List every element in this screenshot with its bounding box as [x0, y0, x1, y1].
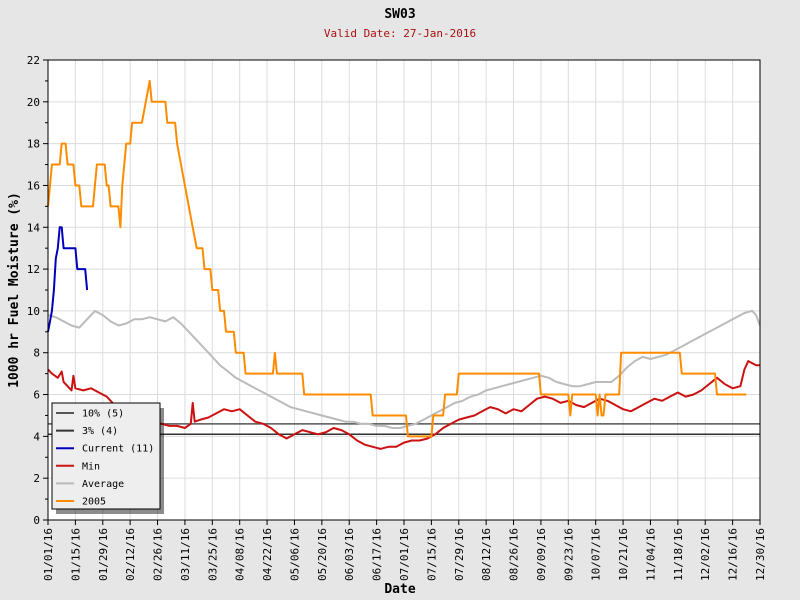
x-tick-label: 01/01/16: [42, 528, 55, 581]
x-tick-label: 01/15/16: [69, 528, 82, 581]
x-tick-label: 05/20/16: [316, 528, 329, 581]
legend-label: Min: [82, 461, 100, 472]
x-tick-label: 12/16/16: [727, 528, 740, 581]
legend-label: 2005: [82, 497, 106, 508]
y-axis-label: 1000 hr Fuel Moisture (%): [7, 192, 22, 388]
x-tick-label: 03/25/16: [206, 528, 219, 581]
y-tick-label: 22: [27, 54, 40, 67]
x-tick-label: 12/02/16: [699, 528, 712, 581]
y-axis-ticks: 0 2 4 6 8 10 12 14 16 18 20 22: [27, 54, 48, 527]
legend-items: 10% (5) 3% (4) Current (11) Min Average 2005: [56, 409, 154, 508]
y-tick-label: 12: [27, 263, 40, 276]
x-tick-label: 09/09/16: [535, 528, 548, 581]
series-line: [47, 226, 89, 332]
y-tick-label: 6: [33, 389, 40, 402]
series-line: [47, 79, 747, 438]
x-tick-label: 03/11/16: [179, 528, 192, 581]
chart-subtitle: Valid Date: 27-Jan-2016: [324, 27, 476, 40]
x-tick-label: 01/29/16: [97, 528, 110, 581]
x-tick-label: 09/23/16: [562, 528, 575, 581]
y-tick-label: 4: [33, 430, 40, 443]
x-tick-label: 07/15/16: [425, 528, 438, 581]
x-tick-label: 08/12/16: [480, 528, 493, 581]
y-tick-label: 20: [27, 96, 40, 109]
x-tick-label: 06/17/16: [371, 528, 384, 581]
legend-label: 10% (5): [82, 409, 124, 420]
x-axis-ticks: 01/01/16 01/15/16 01/29/16 02/12/16 02/26/16…: [42, 520, 767, 581]
x-axis-label: Date: [384, 582, 415, 597]
threshold-lines: [48, 423, 760, 436]
y-tick-label: 2: [33, 472, 40, 485]
x-tick-label: 04/22/16: [261, 528, 274, 581]
x-tick-label: 12/30/16: [754, 528, 767, 581]
y-tick-label: 8: [33, 347, 40, 360]
legend-label: Average: [82, 479, 124, 490]
y-tick-label: 16: [27, 179, 40, 192]
x-tick-label: 08/26/16: [508, 528, 521, 581]
legend: 10% (5) 3% (4) Current (11) Min Average 2005: [51, 402, 164, 514]
x-tick-label: 10/07/16: [590, 528, 603, 581]
x-tick-label: 07/29/16: [453, 528, 466, 581]
x-tick-label: 06/03/16: [343, 528, 356, 581]
legend-label: Current (11): [82, 444, 154, 455]
legend-label: 3% (4): [82, 426, 118, 437]
x-tick-label: 02/12/16: [124, 528, 137, 581]
x-tick-label: 02/26/16: [152, 528, 165, 581]
x-tick-label: 05/06/16: [288, 528, 301, 581]
x-tick-label: 11/04/16: [644, 528, 657, 581]
legend-box: [51, 402, 161, 510]
y-tick-label: 10: [27, 305, 40, 318]
chart-title: SW03: [384, 7, 415, 22]
x-tick-label: 04/08/16: [234, 528, 247, 581]
y-tick-label: 0: [33, 514, 40, 527]
y-tick-label: 18: [27, 138, 40, 151]
x-tick-label: 11/18/16: [672, 528, 685, 581]
y-tick-label: 14: [27, 221, 41, 234]
x-tick-label: 10/21/16: [617, 528, 630, 581]
x-tick-label: 07/01/16: [398, 528, 411, 581]
